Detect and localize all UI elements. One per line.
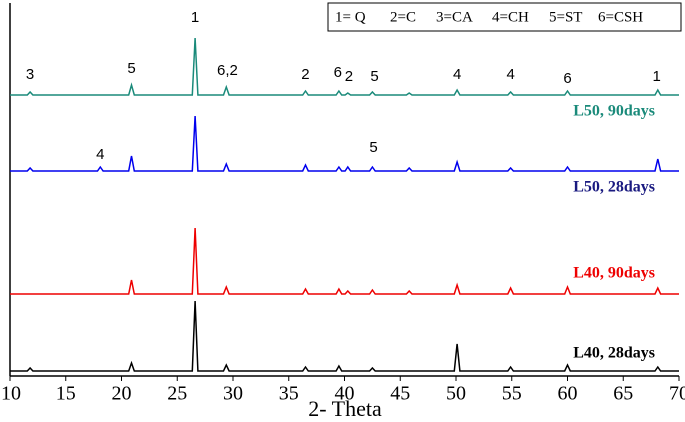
xrd-line [10,37,679,96]
key-item: 1= Q [335,9,366,25]
peak-label: 3 [26,66,34,83]
series-label: L50, 28days [573,179,655,196]
peak-label: 5 [369,139,377,156]
series-label: L40, 90days [573,265,655,282]
x-tick-label: 55 [502,383,522,405]
series-label: L40, 28days [573,345,655,362]
peak-label: 6 [563,70,571,87]
key-item: 5=ST [549,9,582,25]
x-tick-label: 15 [56,383,76,405]
peak-label: 1 [191,9,199,26]
key-item: 3=CA [436,9,473,25]
x-tick-label: 40 [335,383,355,405]
peak-label: 2 [301,66,309,83]
series-label: L50, 90days [573,103,655,120]
x-tick-label: 30 [223,383,243,405]
x-tick-label: 45 [390,383,410,405]
x-tick-label: 35 [279,383,299,405]
x-tick-label: 60 [558,383,578,405]
key-item: 6=CSH [598,9,643,25]
peak-label: 2 [345,68,353,85]
x-axis-label: 2- Theta [308,396,382,421]
peak-label: 5 [370,68,378,85]
peak-label: 1 [653,68,661,85]
peak-label: 5 [127,60,135,77]
x-tick-label: 65 [613,383,633,405]
key-item: 4=CH [492,9,529,25]
peak-label: 4 [96,146,104,163]
xrd-line [10,115,679,172]
key-item: 2=C [390,9,416,25]
x-tick-label: 70 [669,383,685,405]
peak-label: 6,2 [217,62,238,79]
peak-label: 4 [453,66,461,83]
x-tick-label: 10 [1,383,21,405]
x-tick-label: 50 [446,383,466,405]
x-tick-label: 20 [112,383,132,405]
key-box [327,2,682,32]
xrd-line [10,300,679,372]
peak-label: 4 [506,66,514,83]
peak-label: 6 [334,64,342,81]
xrd-line [10,227,679,295]
x-tick-label: 25 [167,383,187,405]
